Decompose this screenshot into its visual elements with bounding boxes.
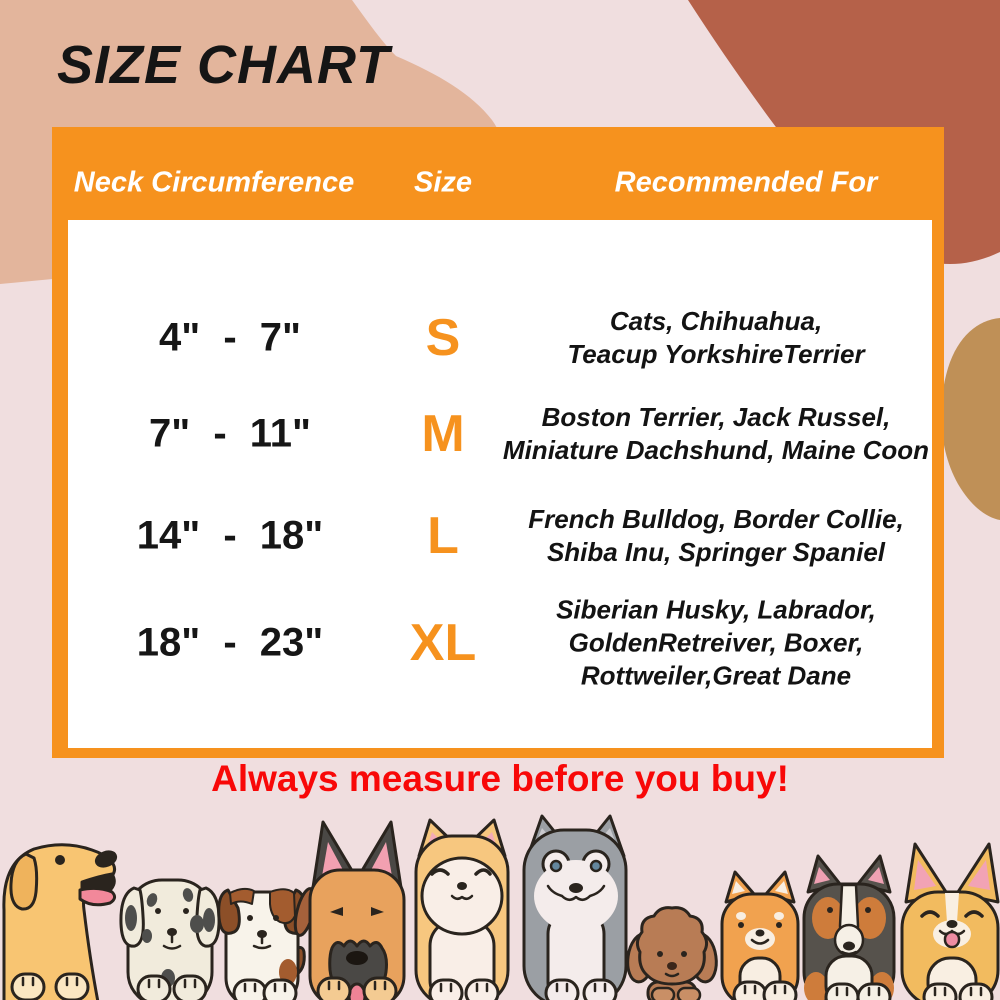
header-recommended-for: Recommended For xyxy=(614,166,878,199)
breed-line: Rottweiler,Great Dane xyxy=(580,660,852,691)
recommended-breeds-xl: Siberian Husky, Labrador, GoldenRetreive… xyxy=(556,594,876,693)
breed-line: Siberian Husky, Labrador, xyxy=(556,594,876,625)
neck-range-l: 14" - 18" xyxy=(136,513,324,558)
header-neck-circumference: Neck Circumference xyxy=(73,166,355,199)
neck-range-s: 4" - 7" xyxy=(159,315,301,360)
size-value-xl: XL xyxy=(409,614,477,672)
dog-golden-retriever xyxy=(2,843,118,1000)
breed-line: Miniature Dachshund, Maine Coon xyxy=(502,435,930,465)
breed-line: Cats, Chihuahua, xyxy=(609,306,823,336)
size-value-l: L xyxy=(427,507,459,565)
header-size: Size xyxy=(413,166,473,199)
dog-siberian-husky xyxy=(522,814,628,1000)
dog-jack-russell-terrier xyxy=(217,887,307,1000)
breed-line: Boston Terrier, Jack Russel, xyxy=(541,402,891,432)
dog-poodle xyxy=(626,906,718,1000)
background-blob-camel xyxy=(941,318,1000,520)
size-value-s: S xyxy=(425,309,461,367)
dog-dalmatian xyxy=(119,878,221,1000)
breed-line: Teacup YorkshireTerrier xyxy=(567,339,865,369)
breed-line: GoldenRetreiver, Boxer, xyxy=(568,627,864,658)
dog-collie xyxy=(802,854,896,1000)
breed-line: French Bulldog, Border Collie, xyxy=(528,504,904,534)
dogs-illustration xyxy=(2,814,1000,1000)
warning-text: Always measure before you buy! xyxy=(211,758,789,799)
breed-line: Shiba Inu, Springer Spaniel xyxy=(546,537,886,567)
dog-shiba-inu-smiling xyxy=(720,870,800,1000)
size-value-m: M xyxy=(421,405,465,463)
dog-german-shepherd xyxy=(293,820,406,1000)
recommended-breeds-l: French Bulldog, Border Collie, Shiba Inu… xyxy=(528,503,904,569)
recommended-breeds-m: Boston Terrier, Jack Russel, Miniature D… xyxy=(503,401,929,467)
recommended-breeds-s: Cats, Chihuahua, Teacup YorkshireTerrier xyxy=(567,305,864,371)
table-body: 4" - 7" S Cats, Chihuahua, Teacup Yorksh… xyxy=(68,220,932,748)
page-title: SIZE CHART xyxy=(57,35,391,95)
neck-range-xl: 18" - 23" xyxy=(136,620,324,665)
neck-range-m: 7" - 11" xyxy=(148,411,312,456)
size-chart-panel: Neck Circumference Size Recommended For … xyxy=(52,127,944,758)
dog-shiba-inu xyxy=(414,818,510,1000)
dog-corgi xyxy=(900,842,1000,1000)
